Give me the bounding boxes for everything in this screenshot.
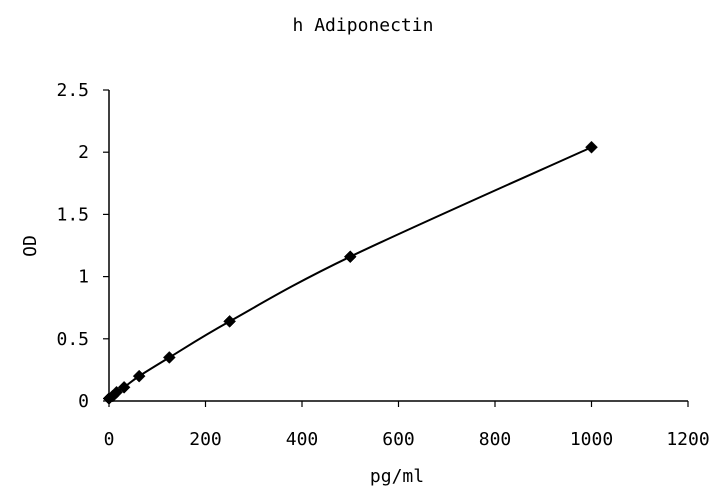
data-point: [132, 369, 146, 383]
data-point: [585, 140, 598, 154]
chart-title: h Adiponectin: [293, 15, 434, 36]
data-point: [343, 250, 357, 264]
x-axis-label: pg/ml: [370, 466, 424, 487]
y-axis-label: OD: [20, 235, 41, 257]
plot-area: 0 0.5 1 1.5 2 2.5 0 200 400 600 800 1000 1200: [56, 80, 709, 450]
y-tick-label: 0.5: [56, 329, 89, 350]
data-point: [162, 351, 176, 364]
y-tick-label: 2: [78, 142, 89, 163]
y-tick-label: 0: [78, 391, 89, 412]
y-tick-label: 1.5: [56, 204, 89, 225]
x-tick-label: 200: [189, 429, 222, 450]
x-tick-label: 600: [382, 429, 415, 450]
x-tick-label: 1000: [570, 429, 613, 450]
x-tick-label: 0: [104, 429, 115, 450]
x-tick-label: 1200: [666, 429, 709, 450]
data-point: [117, 380, 131, 394]
y-tick-label: 1: [78, 267, 89, 288]
x-tick-label: 400: [286, 429, 319, 450]
data-point: [223, 315, 236, 328]
data-point: [110, 385, 123, 399]
x-tick-label: 800: [479, 429, 512, 450]
series-line: [108, 146, 592, 400]
y-tick-label: 2.5: [56, 80, 89, 101]
